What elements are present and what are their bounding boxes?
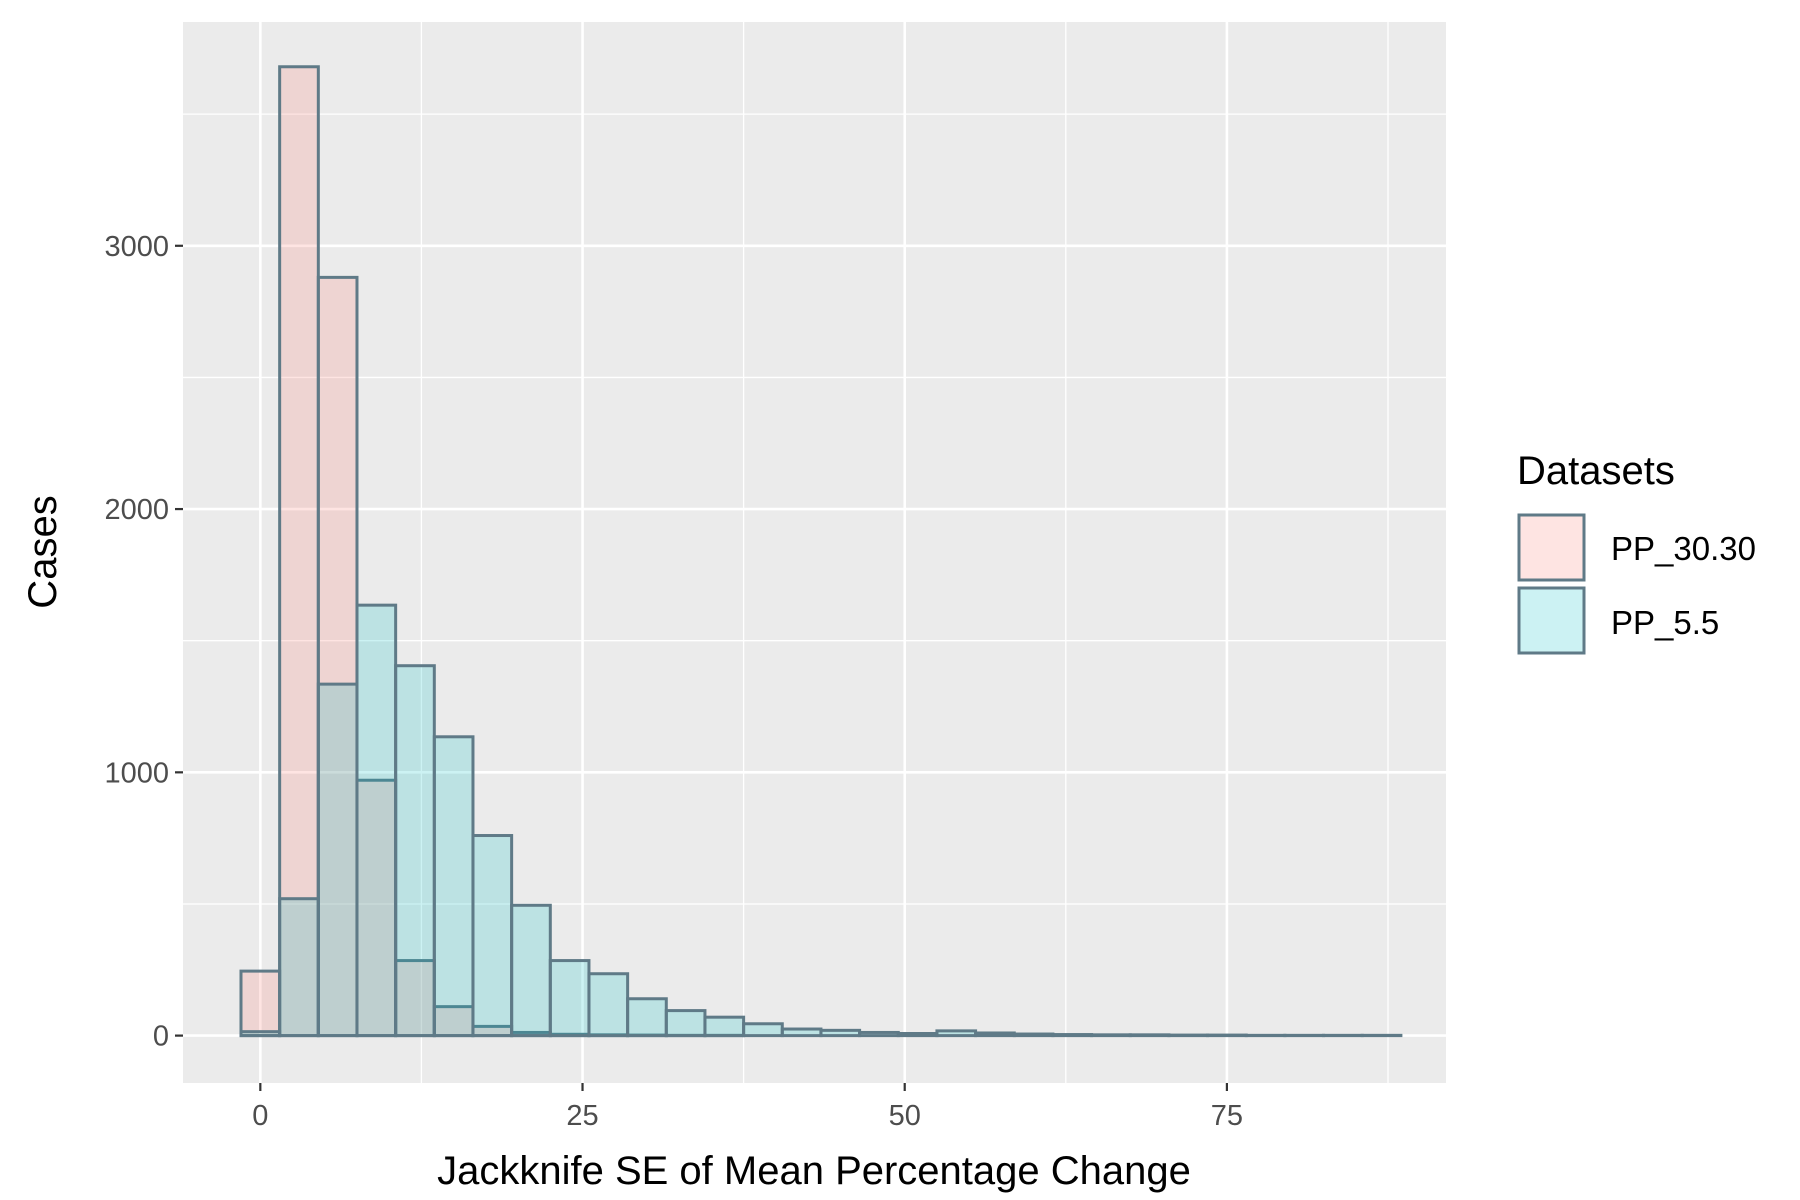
histogram-bar [471,834,514,1038]
histogram-bar [239,969,282,1038]
histogram-bar [278,65,320,1038]
histogram-bar [1206,1033,1248,1038]
histogram-bar [510,903,552,1038]
legend-swatch-pp-5-5 [1517,586,1586,655]
histogram-bar [355,778,398,1038]
y-tick-label: 3000 [104,231,169,263]
legend: Datasets PP_30.30 PP_5.5 [1517,449,1756,655]
histogram-bar [1128,1033,1171,1038]
y-axis: 0 1000 2000 3000 [104,231,183,1053]
histogram-bar [1090,1033,1132,1038]
histogram-bar [664,1009,707,1038]
x-tick-label: 0 [252,1100,268,1132]
legend-title: Datasets [1517,449,1675,493]
histogram-bar [1051,1033,1094,1038]
histogram-bar [239,1030,282,1038]
x-axis: 0 25 50 75 [252,1083,1243,1132]
legend-key-pp-5-5 [1519,588,1584,653]
legend-item-pp-30-30: PP_30.30 [1517,513,1756,582]
legend-key-pp-30-30 [1519,515,1584,580]
histogram-bar [703,1015,746,1038]
legend-swatch-pp-30-30 [1517,513,1586,582]
plot-panel [183,22,1446,1083]
histogram-bar [548,959,591,1038]
histogram-bar [896,1032,939,1038]
histogram-bar [1012,1032,1055,1038]
histogram-bar [742,1022,784,1038]
histogram-bar [394,664,436,1038]
y-tick-label: 2000 [104,494,169,526]
histogram-bar [819,1028,862,1038]
histogram-bar [587,972,630,1038]
y-tick-label: 0 [153,1021,169,1053]
histogram-bar [974,1031,1016,1038]
histogram-bar [278,897,320,1038]
histogram-bar [935,1029,978,1038]
histogram-bar [432,735,475,1038]
histogram-bar [355,603,398,1038]
histogram-bar [858,1030,900,1038]
y-tick-label: 1000 [104,757,169,789]
histogram-bar [1167,1033,1210,1038]
histogram-bar [626,997,668,1038]
x-tick-label: 75 [1211,1100,1243,1132]
legend-label-pp-5-5: PP_5.5 [1611,604,1719,641]
histogram-bar [780,1027,823,1038]
minor-gridlines [183,22,1446,1083]
x-tick-label: 50 [889,1100,921,1132]
x-axis-title: Jackknife SE of Mean Percentage Change [437,1149,1191,1193]
x-tick-label: 25 [566,1100,598,1132]
series-pp-5-5-bars [239,603,1403,1038]
legend-label-pp-30-30: PP_30.30 [1611,530,1756,567]
histogram-bar [316,682,359,1038]
legend-item-pp-5-5: PP_5.5 [1517,586,1719,655]
y-axis-title: Cases [21,495,65,608]
